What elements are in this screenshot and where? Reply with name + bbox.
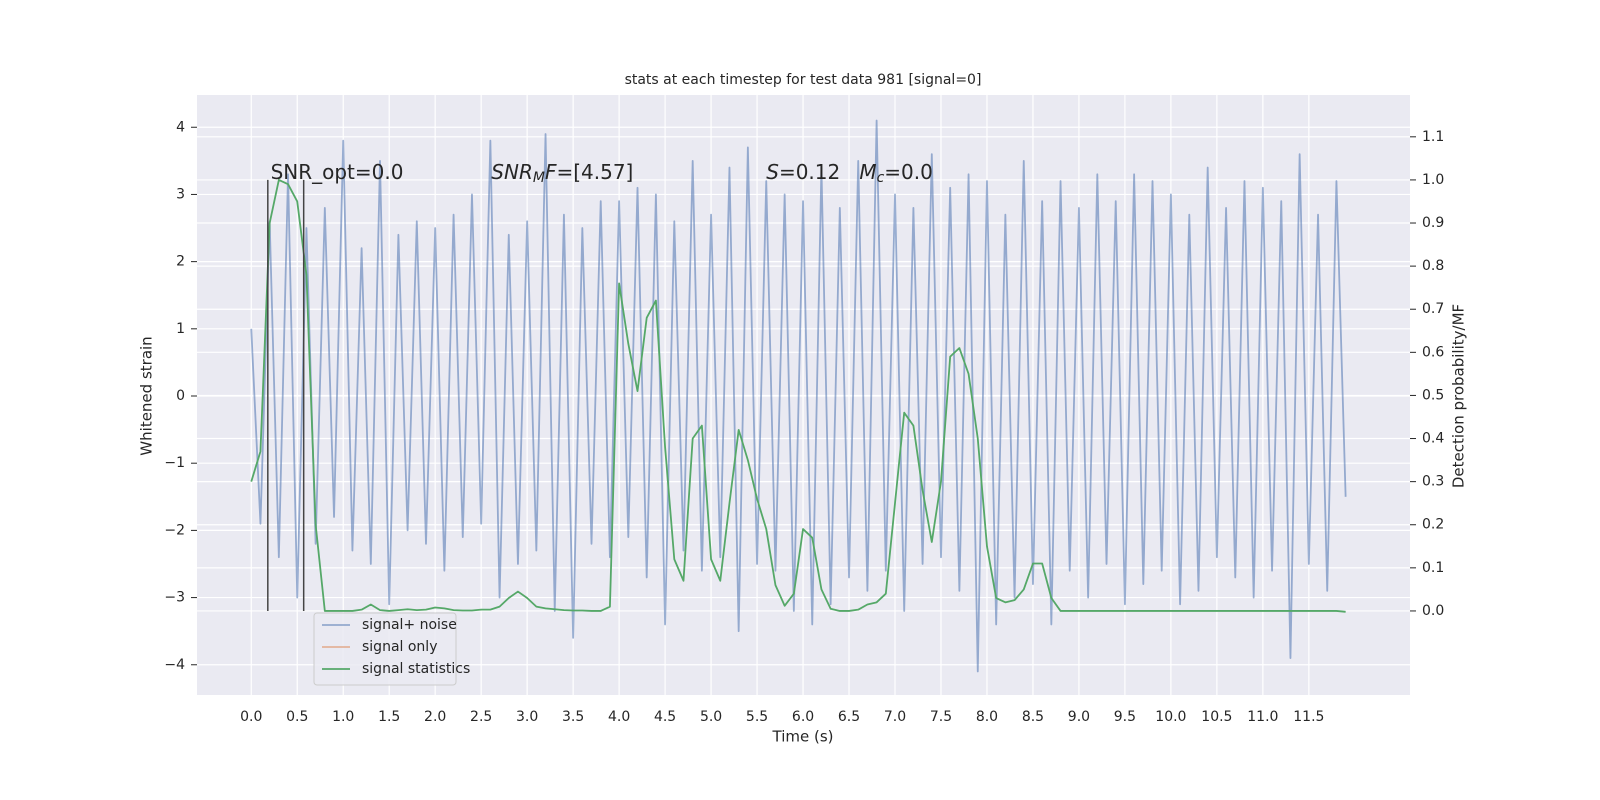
y-axis-label: Whitened strain xyxy=(138,336,156,455)
y2-tick-label: 1.1 xyxy=(1422,129,1444,145)
y2-tick-label: 0.2 xyxy=(1422,517,1444,533)
x-tick-label: 5.0 xyxy=(700,709,722,725)
y2-tick-label: 0.3 xyxy=(1422,474,1444,490)
x-axis-label: Time (s) xyxy=(772,728,834,746)
x-tick-label: 8.0 xyxy=(976,709,998,725)
x-tick-label: 10.0 xyxy=(1155,709,1186,725)
legend-label: signal+ noise xyxy=(362,617,457,633)
x-tick-label: 6.5 xyxy=(838,709,860,725)
x-tick-label: 1.0 xyxy=(332,709,354,725)
y2-tick-label: 0.0 xyxy=(1422,603,1444,619)
x-tick-label: 3.0 xyxy=(516,709,538,725)
y2-tick-label: 1.0 xyxy=(1422,172,1444,188)
annotation-part: S xyxy=(766,159,779,183)
annotation: SNR_opt=0.0 xyxy=(271,159,404,183)
y-tick-label: −1 xyxy=(164,455,185,471)
x-tick-label: 9.0 xyxy=(1068,709,1090,725)
y-tick-label: −3 xyxy=(164,590,185,606)
x-tick-label: 0.5 xyxy=(286,709,308,725)
x-tick-label: 5.5 xyxy=(746,709,768,725)
annotation: SNRMF=[4.57] xyxy=(491,159,633,186)
x-tick-label: 11.0 xyxy=(1247,709,1278,725)
legend-box xyxy=(313,612,457,686)
annotation-part: SNR_opt=0.0 xyxy=(271,159,404,183)
x-tick-label: 7.5 xyxy=(930,709,952,725)
annotation-part: =0.12 xyxy=(779,159,859,183)
y-tick-label: 2 xyxy=(176,254,185,270)
y-tick-label: 0 xyxy=(176,388,185,404)
y2-tick-label: 0.6 xyxy=(1422,344,1444,360)
x-tick-label: 8.5 xyxy=(1022,709,1044,725)
annotation: S=0.12 Mc=0.0 xyxy=(766,159,933,186)
y2-tick-label: 0.8 xyxy=(1422,258,1444,274)
x-tick-label: 1.5 xyxy=(378,709,400,725)
y2-tick-label: 0.9 xyxy=(1422,215,1444,231)
series-line xyxy=(250,179,1346,613)
y-tick-label: 4 xyxy=(176,119,185,135)
x-tick-label: 10.5 xyxy=(1201,709,1232,725)
x-tick-label: 3.5 xyxy=(562,709,584,725)
legend-label: signal only xyxy=(362,639,437,655)
x-tick-label: 6.0 xyxy=(792,709,814,725)
y-tick-label: 3 xyxy=(176,186,185,202)
y2-tick-label: 0.5 xyxy=(1422,387,1444,403)
series-line xyxy=(250,119,1347,673)
legend-label: signal statistics xyxy=(362,661,470,677)
annotation-part: c xyxy=(877,170,885,186)
annotation-part: SNR xyxy=(491,159,533,183)
x-tick-label: 9.5 xyxy=(1114,709,1136,725)
y2-tick-label: 0.4 xyxy=(1422,431,1444,447)
x-tick-label: 7.0 xyxy=(884,709,906,725)
x-tick-label: 4.5 xyxy=(654,709,676,725)
x-tick-label: 2.0 xyxy=(424,709,446,725)
x-tick-label: 11.5 xyxy=(1293,709,1324,725)
y2-tick-label: 0.1 xyxy=(1422,560,1444,576)
x-tick-label: 0.0 xyxy=(240,709,262,725)
y2-axis-label: Detection probability/MF xyxy=(1450,304,1468,488)
annotation-part: =0.0 xyxy=(884,159,933,183)
annotation-part: M xyxy=(859,159,876,183)
x-tick-label: 4.0 xyxy=(608,709,630,725)
annotation-part: =[4.57] xyxy=(556,159,633,183)
annotation-part: M xyxy=(533,170,545,186)
x-tick-label: 2.5 xyxy=(470,709,492,725)
y-tick-label: 1 xyxy=(176,321,185,337)
y-tick-label: −4 xyxy=(164,657,185,673)
y-tick-label: −2 xyxy=(164,522,185,538)
chart-title: stats at each timestep for test data 981… xyxy=(625,72,982,88)
annotation-part: F xyxy=(545,159,557,183)
y2-tick-label: 0.7 xyxy=(1422,301,1444,317)
